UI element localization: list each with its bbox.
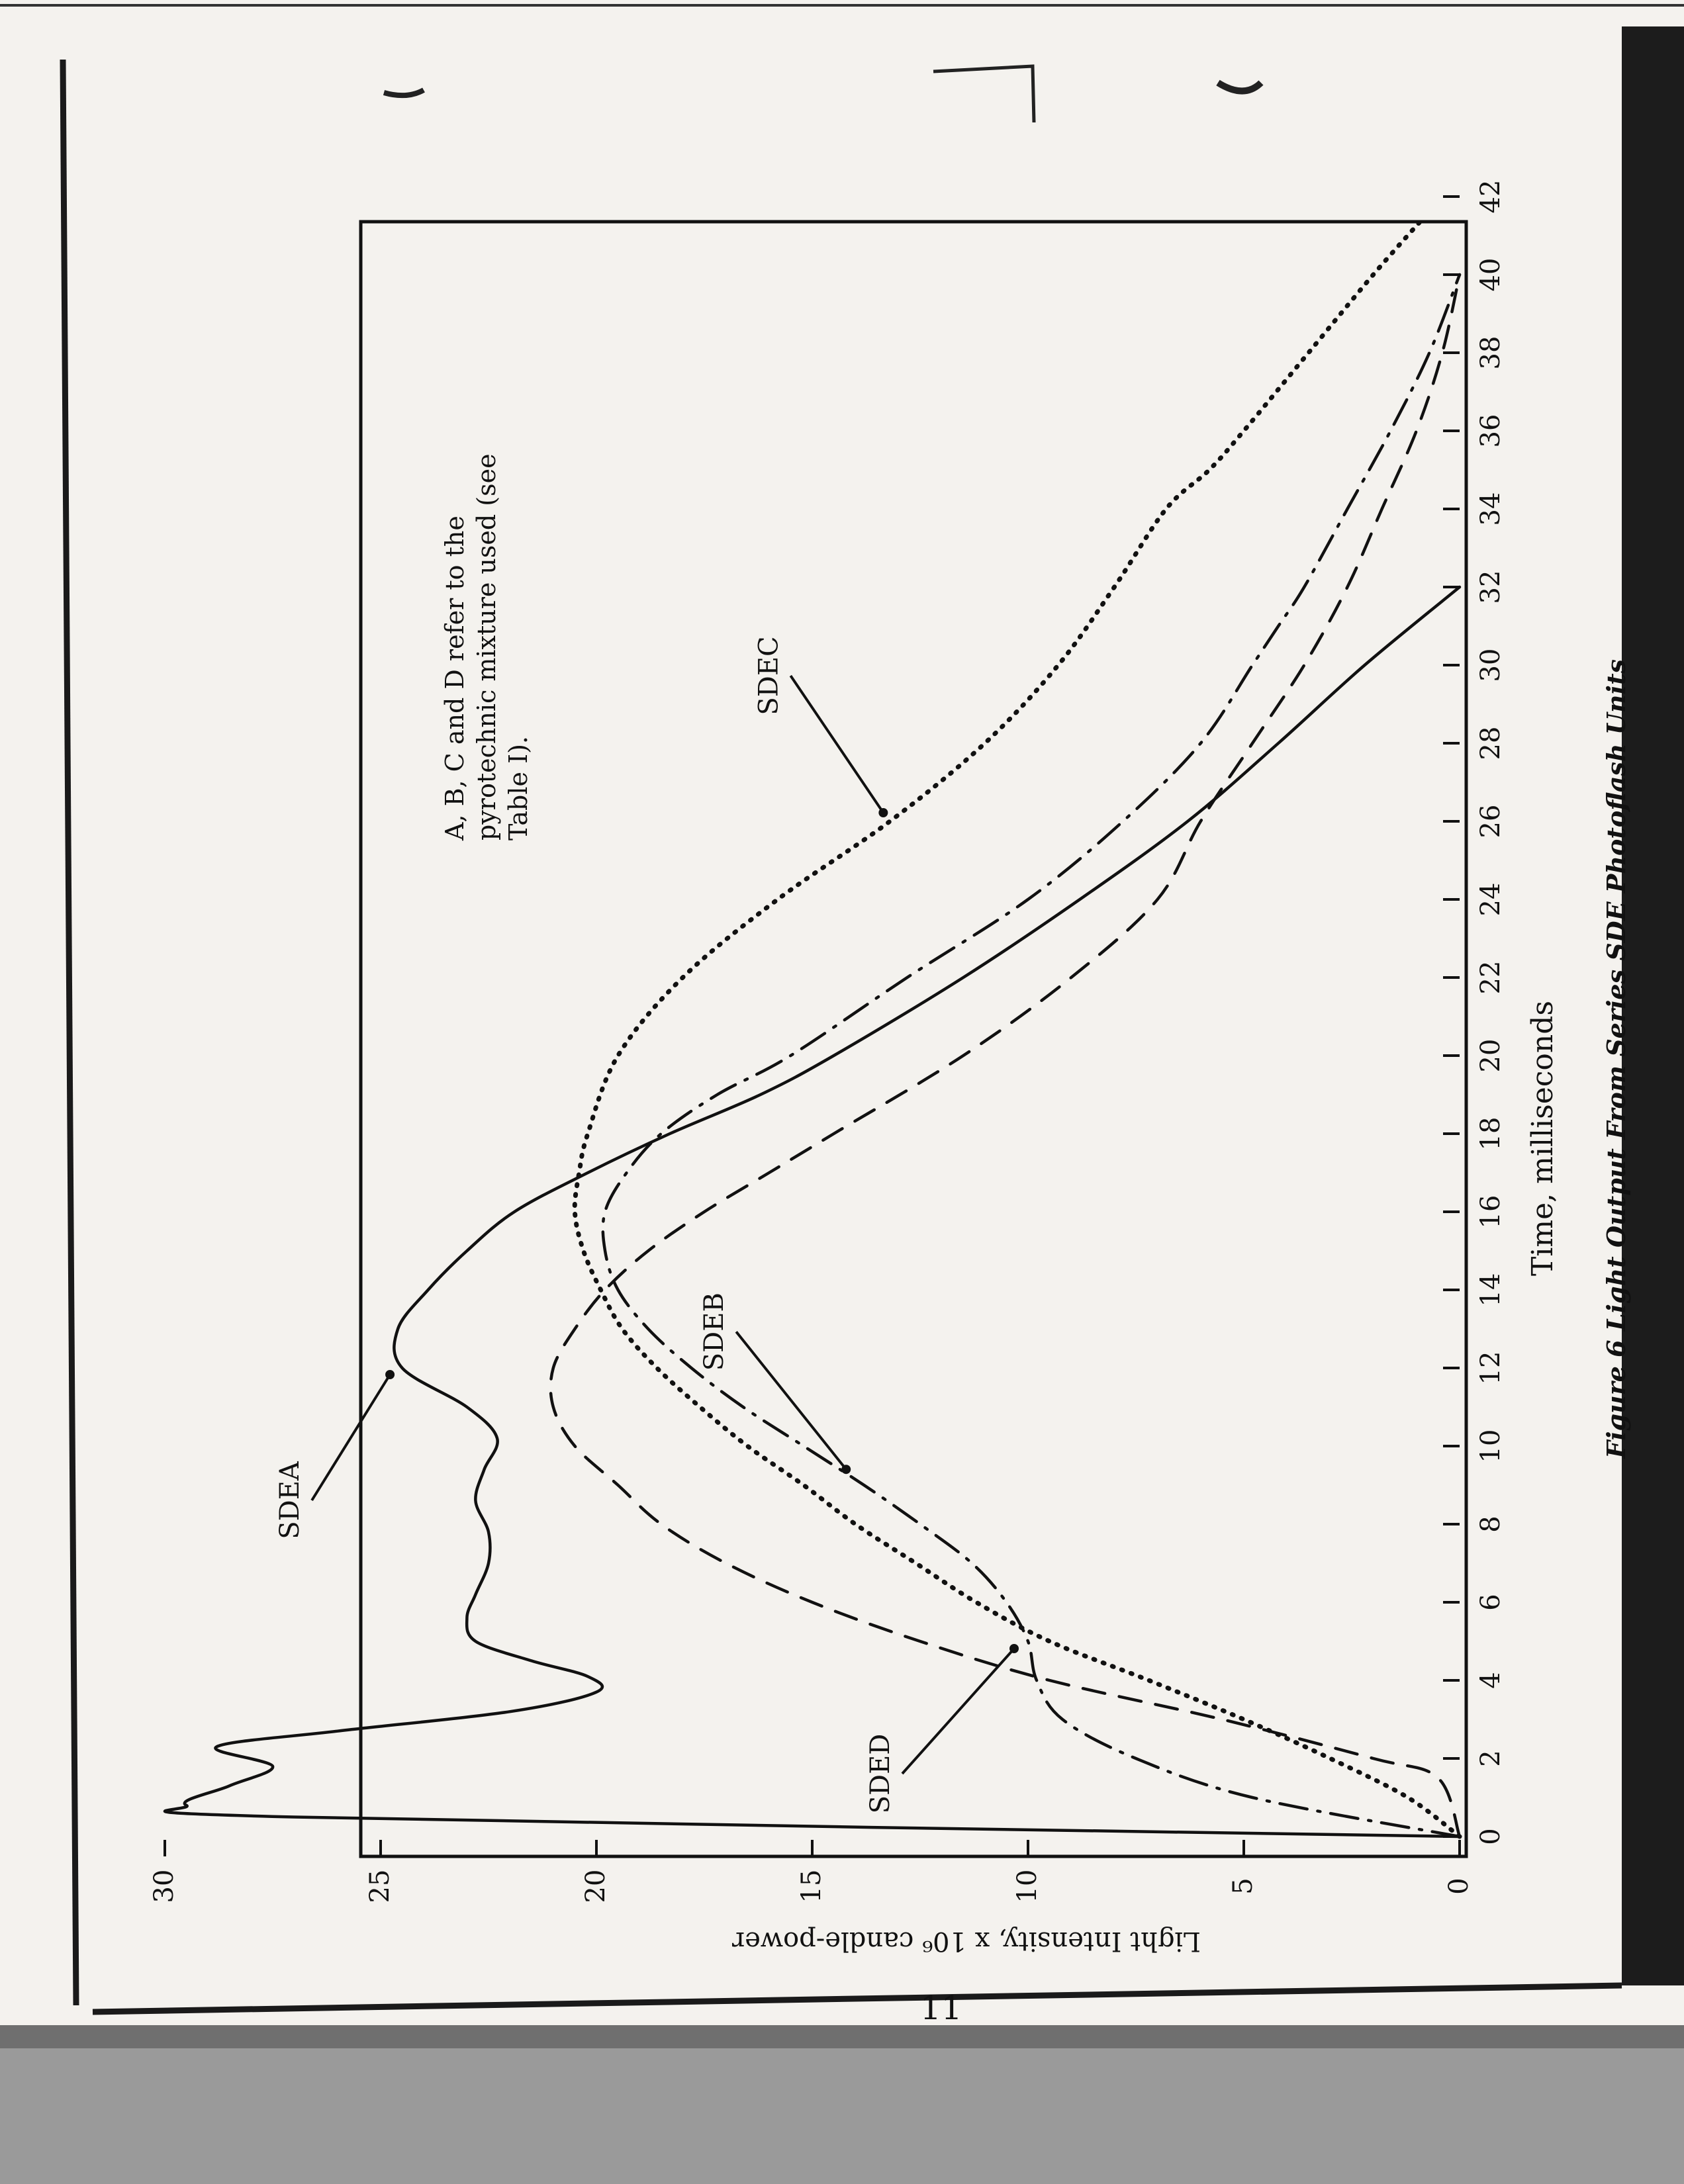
annotation-label-sdea: SDEA	[275, 1461, 305, 1539]
corner-mark	[933, 64, 1036, 123]
y-tick-label: 20	[581, 1870, 611, 1903]
y-tick-label: 0	[1444, 1878, 1474, 1894]
y-axis-ticks: 0 5 10 15 20 25 30	[149, 1840, 1474, 1903]
x-tick-label: 32	[1475, 570, 1506, 604]
x-tick-label: 38	[1475, 336, 1506, 370]
x-tick-label: 4	[1475, 1672, 1506, 1688]
y-tick-label: 30	[149, 1870, 179, 1903]
right-scan-edge	[1622, 26, 1684, 1985]
mixture-note-text: A, B, C and D refer to the pyrotechnic m…	[440, 445, 533, 841]
y-axis-label-visible: Light Intensity, x 10⁶ candle-power	[731, 1926, 1201, 1956]
x-tick-label: 30	[1475, 649, 1506, 682]
plot-frame	[359, 220, 1468, 1858]
x-axis-label: Time, milliseconds	[1526, 1001, 1560, 1276]
x-tick-label: 14	[1475, 1273, 1506, 1307]
punch-mark-1	[383, 87, 425, 99]
annotation-arrowhead-sdea	[385, 1370, 395, 1379]
annotation-arrow-sdea	[310, 1373, 391, 1502]
y-tick-label: 10	[1012, 1870, 1043, 1903]
x-tick-label: 28	[1475, 727, 1506, 760]
series-line-sdec	[572, 214, 1462, 1839]
mixture-note: A, B, C and D refer to the pyrotechnic m…	[440, 445, 533, 841]
figure-caption: Figure 6 Light Output From Series SDE Ph…	[1601, 659, 1631, 1459]
x-tick-label: 40	[1475, 258, 1506, 292]
annotation-arrowhead-sdec	[878, 808, 888, 817]
series-line-sdeb	[601, 273, 1462, 1839]
x-tick-label: 26	[1475, 805, 1506, 839]
annotations-layer: SDEA SDEB SDEC SDED	[275, 636, 1019, 1813]
annotation-arrow-sdeb	[735, 1330, 847, 1471]
x-tick-label: 34	[1475, 492, 1506, 526]
x-tick-label: 2	[1475, 1750, 1506, 1766]
x-tick-label: 16	[1475, 1195, 1506, 1229]
y-tick-label: 15	[796, 1870, 827, 1903]
left-page-edge	[60, 59, 79, 2006]
x-tick-label: 22	[1475, 961, 1506, 995]
bottom-scan-shade	[0, 2048, 1684, 2184]
x-tick-label: 0	[1475, 1828, 1506, 1844]
x-tick-label: 42	[1475, 180, 1506, 214]
y-tick-label: 25	[365, 1870, 395, 1903]
x-tick-label: 12	[1475, 1351, 1506, 1385]
annotation-label-sdec: SDEC	[753, 636, 784, 715]
annotation-label-sded: SDED	[865, 1734, 896, 1814]
annotation-arrowhead-sdeb	[841, 1465, 851, 1475]
x-tick-label: 10	[1475, 1430, 1506, 1463]
bottom-scan-border	[0, 2025, 1684, 2184]
x-tick-label: 36	[1475, 414, 1506, 448]
annotation-arrow-sdec	[789, 674, 885, 814]
annotation-label-sdeb: SDEB	[699, 1293, 729, 1371]
annotation-arrowhead-sded	[1009, 1644, 1019, 1653]
bottom-page-edge	[92, 1982, 1622, 2015]
y-tick-label: 5	[1228, 1878, 1258, 1894]
x-tick-label: 24	[1475, 883, 1506, 917]
series-layer	[163, 214, 1462, 1839]
x-tick-label: 6	[1475, 1594, 1506, 1610]
chart: 024681012141618202224262830323436384042 …	[149, 180, 1631, 1956]
x-tick-label: 18	[1475, 1117, 1506, 1151]
page-number: 11	[920, 1989, 962, 2027]
series-line-sded	[549, 273, 1462, 1839]
annotation-arrow-sded	[901, 1647, 1015, 1775]
x-tick-label: 20	[1475, 1039, 1506, 1073]
x-tick-label: 8	[1475, 1516, 1506, 1532]
punch-mark-2	[1216, 79, 1264, 95]
series-line-sdea	[163, 585, 1462, 1839]
